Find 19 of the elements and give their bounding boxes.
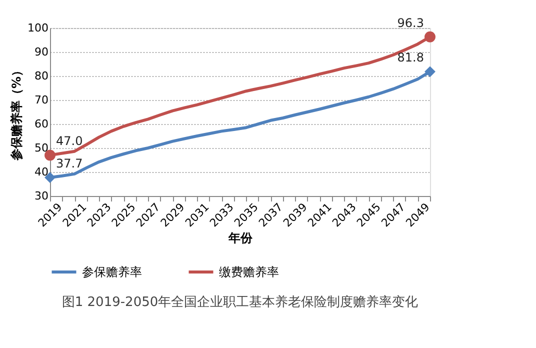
data-label: 96.3 [397,16,424,30]
data-label: 37.7 [56,156,83,171]
legend-label: 参保赡养率 [82,265,142,279]
y-tick-label: 30 [34,190,48,202]
y-tick-label: 100 [28,22,48,34]
point [424,31,436,42]
y-tick-label: 50 [34,142,48,154]
text: 图1 2019-2050年全国企业职工基本养老保险制度赡养率变化 [62,294,418,310]
y-tick-label: 70 [34,94,48,106]
data-label: 81.8 [397,50,424,65]
y-axis-title: 参保赡养率（%） [10,64,24,162]
y-tick-label: 90 [34,46,48,58]
x-axis-title: 年份 [228,230,254,245]
y-tick-label: 80 [34,70,48,82]
y-tick-label: 40 [34,166,48,178]
data-label: 47.0 [56,134,83,148]
point [424,66,436,78]
legend-label: 缴费赡养率 [219,265,279,279]
y-tick-label: 60 [34,118,48,130]
